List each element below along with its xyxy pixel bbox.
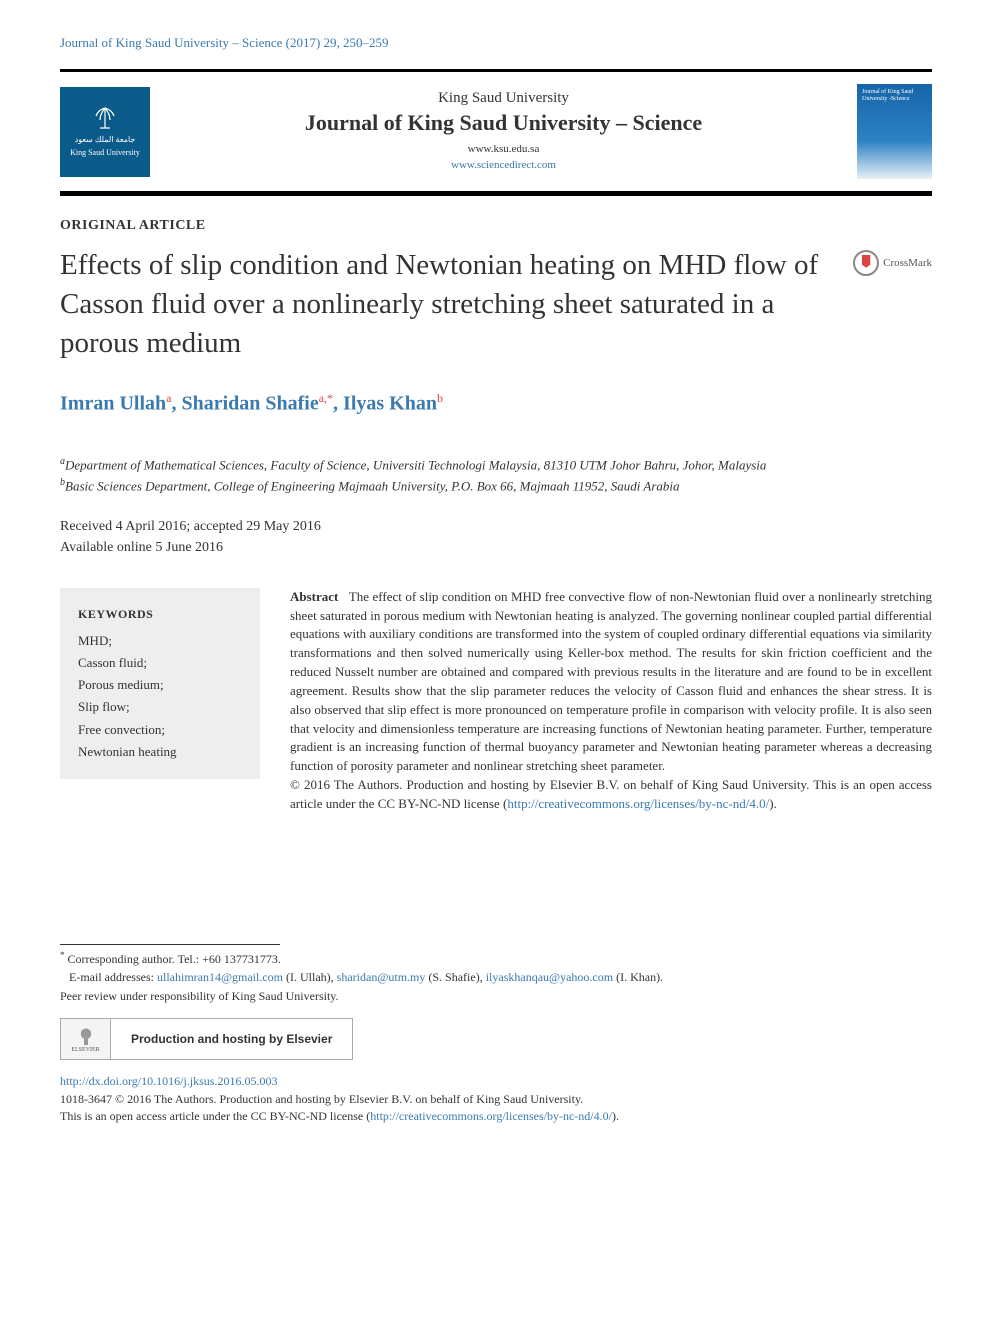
author-2-sup: a,	[319, 391, 327, 405]
dates-online: Available online 5 June 2016	[60, 540, 223, 555]
crossmark-icon	[853, 250, 879, 276]
authors: Imran Ullaha, Sharidan Shafiea,*, Ilyas …	[60, 391, 932, 416]
header-center: King Saud University Journal of King Sau…	[150, 90, 857, 173]
keyword-item: Casson fluid;	[78, 652, 242, 674]
dates-received: Received 4 April 2016; accepted 29 May 2…	[60, 519, 321, 534]
hosting-box: ELSEVIER Production and hosting by Elsev…	[60, 1018, 353, 1060]
sep: ,	[333, 393, 343, 415]
header-rule-top	[60, 69, 932, 72]
body-block: KEYWORDS MHD; Casson fluid; Porous mediu…	[60, 588, 932, 814]
email-2-name: (S. Shafie),	[425, 970, 485, 984]
cover-text: Journal of King Saud University -Science	[862, 89, 913, 102]
elsevier-logo: ELSEVIER	[61, 1019, 111, 1059]
footnotes: * Corresponding author. Tel.: +60 137731…	[60, 949, 932, 1006]
email-1[interactable]: ullahimran14@gmail.com	[157, 970, 283, 984]
elsevier-tree-icon	[75, 1025, 97, 1047]
affiliations: aDepartment of Mathematical Sciences, Fa…	[60, 454, 932, 496]
author-3: Ilyas Khan	[343, 393, 437, 415]
journal-name: Journal of King Saud University – Scienc…	[150, 109, 857, 137]
corr-text: Corresponding author. Tel.: +60 13773177…	[65, 952, 281, 966]
abstract: Abstract The effect of slip condition on…	[290, 588, 932, 814]
journal-cover-thumbnail: Journal of King Saud University -Science	[857, 84, 932, 179]
email-3[interactable]: ilyaskhanqau@yahoo.com	[486, 970, 613, 984]
keyword-item: Free convection;	[78, 719, 242, 741]
aff-a: Department of Mathematical Sciences, Fac…	[65, 457, 766, 472]
copyright-footer: 1018-3647 © 2016 The Authors. Production…	[60, 1091, 932, 1126]
journal-header: جامعة الملك سعود King Saud University Ki…	[60, 74, 932, 189]
article-dates: Received 4 April 2016; accepted 29 May 2…	[60, 516, 932, 558]
doi-link[interactable]: http://dx.doi.org/10.1016/j.jksus.2016.0…	[60, 1074, 932, 1089]
keyword-item: Newtonian heating	[78, 741, 242, 763]
crossmark-badge[interactable]: CrossMark	[853, 250, 932, 276]
crossmark-label: CrossMark	[883, 257, 932, 269]
logo-text-arabic: جامعة الملك سعود	[75, 135, 136, 145]
journal-url-2[interactable]: www.sciencedirect.com	[451, 159, 556, 171]
email-1-name: (I. Ullah),	[283, 970, 337, 984]
footer-line-2a: This is an open access article under the…	[60, 1109, 370, 1123]
article-type: ORIGINAL ARTICLE	[60, 218, 932, 234]
author-3-sup: b	[437, 391, 443, 405]
footnote-separator	[60, 944, 280, 945]
keyword-item: MHD;	[78, 630, 242, 652]
email-3-name: (I. Khan).	[613, 970, 663, 984]
email-2[interactable]: sharidan@utm.my	[337, 970, 426, 984]
email-label: E-mail addresses:	[69, 970, 157, 984]
article-title: Effects of slip condition and Newtonian …	[60, 246, 838, 363]
header-rule-bottom	[60, 191, 932, 196]
logo-text-english: King Saud University	[70, 148, 140, 158]
journal-links: www.ksu.edu.sa www.sciencedirect.com	[150, 142, 857, 173]
keyword-item: Slip flow;	[78, 696, 242, 718]
author-1: Imran Ullah	[60, 393, 166, 415]
title-row: Effects of slip condition and Newtonian …	[60, 246, 932, 363]
abstract-text: The effect of slip condition on MHD free…	[290, 589, 932, 774]
keywords-heading: KEYWORDS	[78, 604, 242, 624]
abstract-close: ).	[769, 796, 777, 811]
footer-line-1: 1018-3647 © 2016 The Authors. Production…	[60, 1092, 583, 1106]
footer-line-2b: ).	[612, 1109, 619, 1123]
sep: ,	[171, 393, 181, 415]
journal-reference: Journal of King Saud University – Scienc…	[60, 35, 932, 51]
aff-b: Basic Sciences Department, College of En…	[65, 478, 680, 493]
author-2: Sharidan Shafie	[181, 393, 318, 415]
keyword-item: Porous medium;	[78, 674, 242, 696]
footer-license-link[interactable]: http://creativecommons.org/licenses/by-n…	[370, 1109, 612, 1123]
peer-review: Peer review under responsibility of King…	[60, 989, 339, 1003]
university-logo: جامعة الملك سعود King Saud University	[60, 87, 150, 177]
journal-url-1: www.ksu.edu.sa	[468, 143, 540, 155]
palm-icon	[90, 106, 120, 132]
hosting-text: Production and hosting by Elsevier	[111, 1032, 352, 1046]
license-link[interactable]: http://creativecommons.org/licenses/by-n…	[507, 796, 769, 811]
university-name: King Saud University	[150, 90, 857, 107]
keywords-box: KEYWORDS MHD; Casson fluid; Porous mediu…	[60, 588, 260, 779]
abstract-label: Abstract	[290, 589, 338, 604]
elsevier-label: ELSEVIER	[71, 1047, 99, 1053]
